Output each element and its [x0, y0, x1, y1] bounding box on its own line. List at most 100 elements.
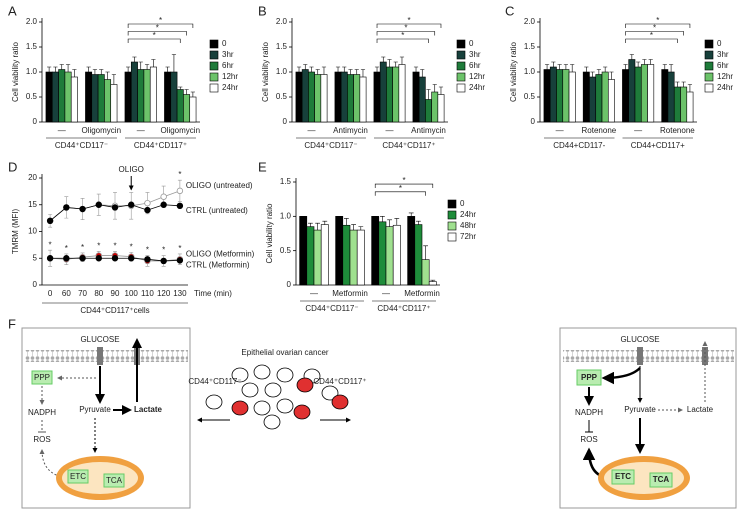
legend-swatch [209, 61, 219, 71]
error-bar [413, 66, 419, 72]
error-bar [59, 64, 64, 70]
error-bar [426, 89, 431, 100]
bar [58, 69, 66, 123]
legend-swatch [704, 72, 714, 82]
x-tick-label: 80 [94, 289, 103, 298]
legend-swatch [456, 83, 466, 93]
marker [144, 206, 151, 214]
significance-label: * [113, 241, 116, 250]
node-label: ETC [70, 472, 86, 481]
x-tick-label: Metformin [332, 289, 368, 298]
error-bar [151, 59, 156, 67]
error-bar [669, 64, 674, 72]
cell [205, 394, 223, 410]
marker [95, 255, 102, 262]
error-bar [596, 69, 601, 75]
bar [320, 74, 328, 123]
legend-label: 0 [717, 39, 722, 48]
bar [673, 86, 681, 123]
significance-label: * [159, 16, 162, 25]
bar [640, 64, 648, 123]
marker [63, 255, 70, 262]
error-bar [344, 218, 349, 226]
bar [371, 216, 380, 286]
error-bar [144, 64, 150, 70]
error-bar [360, 69, 366, 77]
error-bar [380, 216, 385, 222]
node-label: ETC [615, 472, 631, 481]
panel-label: B [258, 3, 267, 18]
error-bar [47, 66, 52, 72]
significance-label: * [153, 31, 156, 40]
significance-label: * [650, 31, 653, 40]
bar [680, 86, 688, 123]
x-tick-label: Antimycin [411, 126, 446, 135]
node-label: GLUCOSE [80, 335, 119, 344]
significance-bracket [625, 23, 691, 28]
legend-label: 0 [460, 199, 465, 208]
marker [144, 199, 151, 207]
error-bar [387, 59, 392, 67]
bar [91, 74, 99, 123]
legend-label: 0 [469, 39, 474, 48]
bar [392, 66, 400, 123]
error-bar [408, 212, 414, 217]
error-bar [171, 54, 177, 72]
error-bar [132, 56, 137, 62]
error-bar [72, 69, 77, 77]
error-bar [629, 54, 634, 60]
bar [549, 66, 557, 123]
error-bar [321, 66, 327, 75]
legend-label: 6hr [222, 61, 234, 70]
group-label: CD44+CD117+ [631, 141, 685, 150]
node-box [67, 469, 89, 484]
significance-bracket [625, 38, 678, 43]
legend-label: 6hr [717, 61, 729, 70]
marker [46, 255, 54, 262]
bar [51, 71, 59, 123]
membrane [25, 350, 188, 362]
bar [589, 76, 597, 123]
series-label: OLIGO (Metformin) [186, 249, 255, 258]
arrow-label: OLIGO [119, 165, 144, 174]
bar [170, 71, 178, 123]
significance-label: * [146, 246, 149, 255]
error-bar [590, 71, 595, 77]
legend-swatch [456, 39, 466, 49]
panel-label: E [258, 159, 267, 174]
legend-swatch [447, 232, 457, 242]
node-label: Lactate [134, 405, 163, 414]
error-bar [603, 66, 608, 72]
significance-label: * [653, 24, 656, 33]
bar [356, 229, 365, 286]
error-bar [438, 86, 444, 95]
legend-swatch [704, 39, 714, 49]
bar [634, 66, 642, 123]
error-bar [432, 84, 437, 92]
marker [176, 202, 184, 210]
bar [313, 229, 322, 286]
panel-label: A [8, 3, 17, 18]
y-tick-label: 0 [531, 117, 536, 126]
bar [334, 71, 342, 123]
error-bar [351, 224, 356, 231]
marker [128, 255, 135, 262]
error-bar [648, 59, 653, 65]
bar [661, 69, 669, 123]
legend-label: 3hr [469, 50, 481, 59]
bar [421, 259, 430, 286]
node-label: PPP [34, 373, 50, 382]
bar [407, 216, 416, 286]
bar [85, 71, 93, 123]
marker [46, 217, 54, 224]
bar [428, 281, 437, 286]
group-label: CD44⁺CD117⁻ [305, 304, 358, 313]
legend-label: 72hr [460, 232, 476, 241]
significance-label: * [178, 244, 181, 253]
y-tick-label: 1.0 [276, 67, 288, 76]
error-bar [609, 71, 614, 80]
error-bar [309, 66, 314, 72]
bar [622, 69, 630, 123]
error-bar [381, 56, 386, 62]
y-tick-label: 20 [28, 173, 37, 182]
